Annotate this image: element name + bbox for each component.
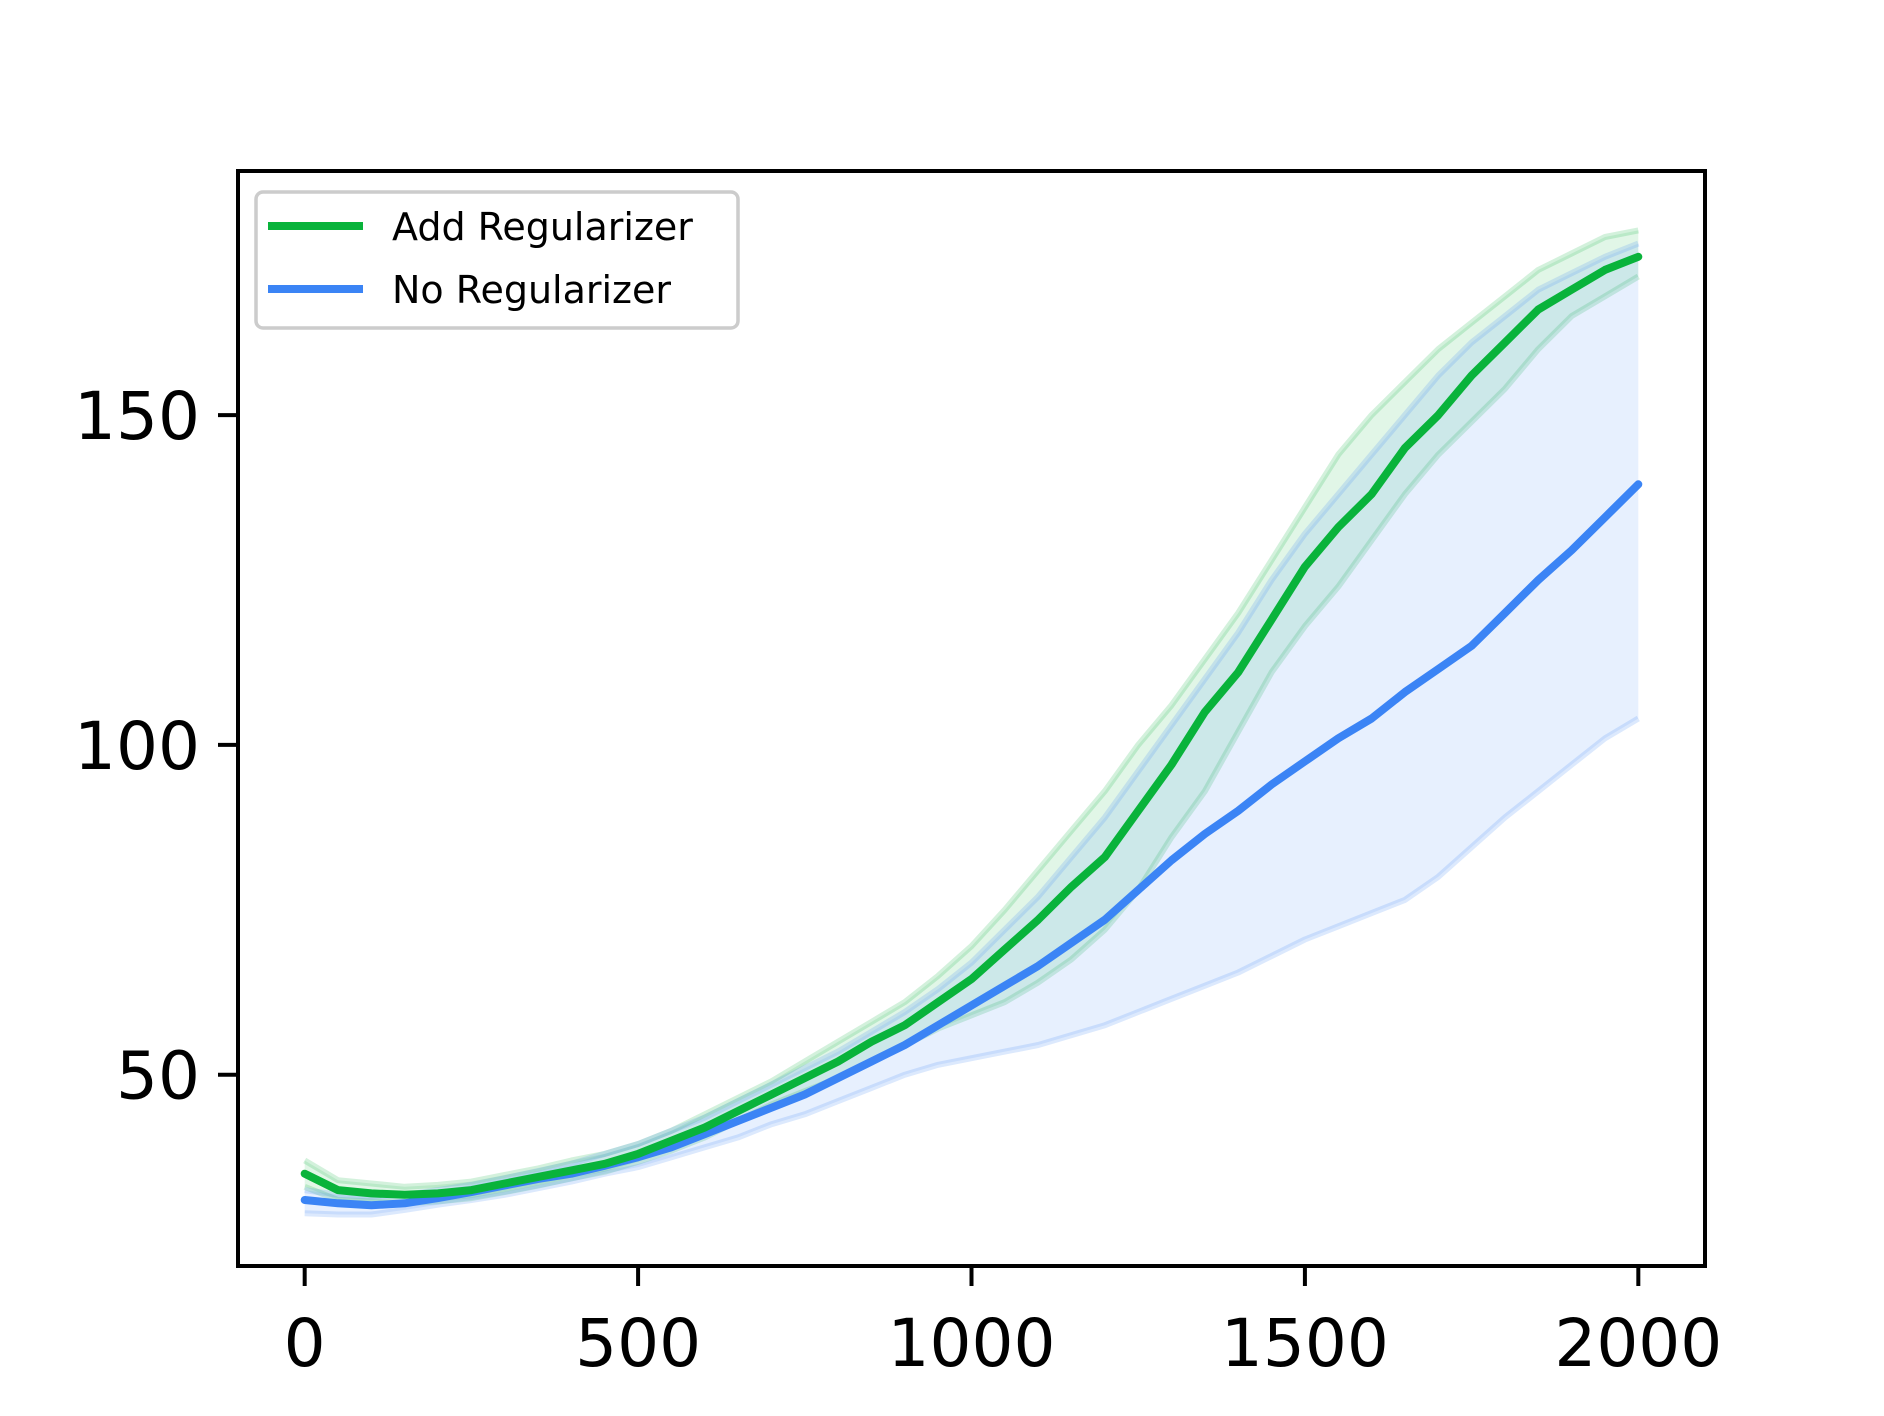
band-lower-add-regularizer	[303, 273, 1640, 1207]
y-tick-label-50: 50	[116, 1038, 200, 1115]
y-tick-label-150: 150	[74, 378, 200, 455]
x-axis: 0 500 1000 1500 2000	[284, 1266, 1722, 1382]
series-lines	[300, 252, 1643, 1210]
legend-label-add-regularizer: Add Regularizer	[392, 205, 693, 249]
legend: Add Regularizer No Regularizer	[254, 190, 740, 330]
line-add-regularizer	[300, 252, 1643, 1199]
legend-label-no-regularizer: No Regularizer	[392, 268, 671, 312]
y-axis: 50 100 150	[74, 378, 238, 1115]
y-tick-label-100: 100	[74, 708, 200, 785]
band-lower-no-regularizer	[304, 715, 1640, 1218]
x-tick-label-500: 500	[575, 1305, 701, 1382]
x-tick-label-1500: 1500	[1221, 1305, 1389, 1382]
legend-box	[254, 190, 740, 330]
x-tick-label-2000: 2000	[1554, 1305, 1722, 1382]
band-upper-add-regularizer	[303, 227, 1639, 1190]
x-tick-label-0: 0	[284, 1305, 326, 1382]
x-tick-label-1000: 1000	[888, 1305, 1056, 1382]
band-upper-no-regularizer	[304, 240, 1640, 1200]
